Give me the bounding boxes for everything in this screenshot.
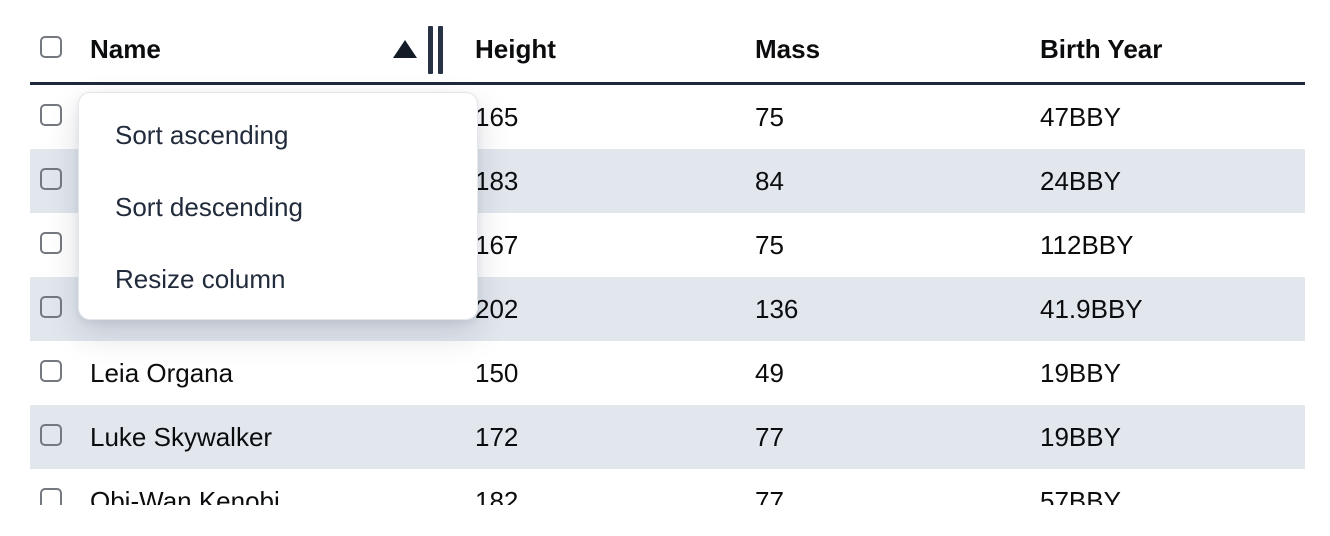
row-checkbox-cell [30, 294, 90, 325]
row-checkbox-cell [30, 486, 90, 505]
cell-mass: 84 [755, 165, 784, 196]
column-header-mass-label: Mass [755, 33, 821, 64]
row-checkbox[interactable] [40, 487, 62, 505]
table-row: Luke Skywalker 172 77 19BBY [30, 405, 1305, 469]
column-header-birth-year-label: Birth Year [1040, 33, 1163, 64]
table-row: Leia Organa 150 49 19BBY [30, 341, 1305, 405]
cell-name: Obi-Wan Kenobi [90, 485, 280, 506]
row-checkbox[interactable] [40, 167, 62, 190]
cell-height: 202 [475, 293, 519, 324]
cell-mass: 49 [755, 357, 784, 388]
cell-height: 167 [475, 229, 519, 260]
row-checkbox-cell [30, 166, 90, 197]
cell-birth-year: 19BBY [1040, 421, 1121, 452]
row-checkbox-cell [30, 358, 90, 389]
cell-birth-year: 57BBY [1040, 485, 1121, 506]
column-header-height[interactable]: Height [475, 34, 755, 65]
cell-mass: 77 [755, 485, 784, 506]
row-checkbox[interactable] [40, 295, 62, 318]
cell-mass: 75 [755, 101, 784, 132]
cell-mass: 77 [755, 421, 784, 452]
cell-birth-year: 41.9BBY [1040, 293, 1143, 324]
cell-height: 183 [475, 165, 519, 196]
column-header-height-label: Height [475, 33, 556, 64]
row-checkbox[interactable] [40, 103, 62, 126]
row-checkbox-cell [30, 102, 90, 133]
row-checkbox-cell [30, 230, 90, 261]
cell-birth-year: 24BBY [1040, 165, 1121, 196]
column-header-name[interactable]: Name [90, 34, 475, 65]
select-all-checkbox[interactable] [40, 35, 62, 58]
table-row: Obi-Wan Kenobi 182 77 57BBY [30, 469, 1305, 505]
cell-mass: 75 [755, 229, 784, 260]
cell-name: Luke Skywalker [90, 421, 273, 452]
context-menu-item[interactable]: Resize column [115, 263, 286, 294]
cell-name: Leia Organa [90, 357, 234, 388]
cell-height: 182 [475, 485, 519, 506]
column-context-menu: Sort ascending Sort descending Resize colu… [78, 92, 478, 320]
header-checkbox-cell [30, 34, 90, 65]
row-checkbox[interactable] [40, 359, 62, 382]
cell-birth-year: 19BBY [1040, 357, 1121, 388]
row-checkbox-cell [30, 422, 90, 453]
cell-birth-year: 47BBY [1040, 101, 1121, 132]
table-row: 167 75 112BBY [30, 213, 1305, 277]
table-header-row: Name Height Mass Birth Year [30, 0, 1305, 85]
cell-height: 172 [475, 421, 519, 452]
row-checkbox[interactable] [40, 423, 62, 446]
column-header-birth-year[interactable]: Birth Year [1040, 34, 1305, 65]
sort-ascending-icon [393, 40, 417, 58]
cell-birth-year: 112BBY [1040, 229, 1134, 260]
cell-height: 150 [475, 357, 519, 388]
cell-mass: 136 [755, 293, 799, 324]
row-checkbox[interactable] [40, 231, 62, 254]
cell-height: 165 [475, 101, 519, 132]
context-menu-item[interactable]: Sort ascending [115, 119, 289, 150]
column-header-name-label: Name [90, 33, 161, 64]
context-menu-item[interactable]: Sort descending [115, 191, 303, 222]
column-resize-handle-icon[interactable] [428, 26, 443, 74]
table-row: 165 75 47BBY [30, 85, 1305, 149]
column-header-mass[interactable]: Mass [755, 34, 1040, 65]
